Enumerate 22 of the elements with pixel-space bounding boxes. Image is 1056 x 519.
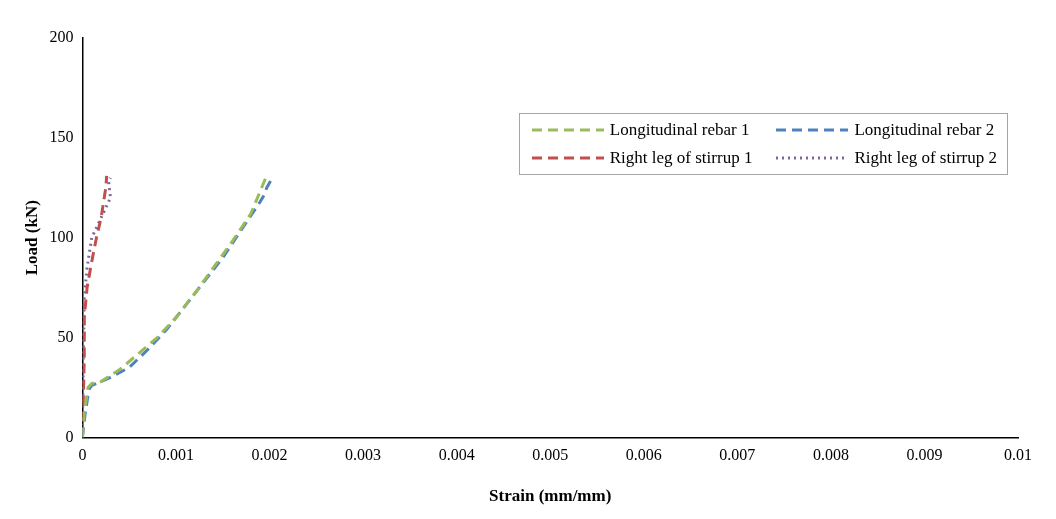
x-tick-label: 0.008: [812, 446, 849, 464]
y-tick-label: 0: [65, 427, 74, 445]
y-tick-label: 100: [49, 227, 74, 245]
x-tick-label: 0.002: [251, 446, 288, 464]
x-axis-title: Strain (mm/mm): [489, 486, 612, 506]
x-tick-label: 0.007: [719, 446, 756, 464]
y-tick-label: 150: [49, 128, 74, 146]
x-tick-label: 0.003: [345, 446, 382, 464]
x-tick-label: 0: [78, 446, 87, 464]
legend-label: Longitudinal rebar 1: [609, 120, 750, 140]
legend-label: Longitudinal rebar 2: [854, 120, 995, 140]
x-tick-label: 0.006: [625, 446, 662, 464]
legend-label: Right leg of stirrup 2: [854, 148, 997, 168]
x-tick-label: 0.005: [532, 446, 569, 464]
x-tick-label: 0.009: [906, 446, 943, 464]
x-tick-label: 0.001: [157, 446, 194, 464]
x-tick-label: 0.004: [438, 446, 475, 464]
legend-label: Right leg of stirrup 1: [609, 148, 753, 168]
x-tick-label: 0.01: [1004, 446, 1032, 464]
y-axis-title: Load (kN): [21, 200, 41, 276]
y-tick-label: 50: [57, 327, 74, 345]
y-tick-label: 200: [49, 28, 74, 46]
